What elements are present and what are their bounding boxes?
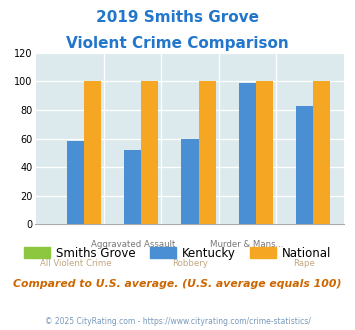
Bar bbox=[296, 106, 313, 224]
Text: © 2025 CityRating.com - https://www.cityrating.com/crime-statistics/: © 2025 CityRating.com - https://www.city… bbox=[45, 317, 310, 326]
Bar bbox=[198, 82, 215, 224]
Legend: Smiths Grove, Kentucky, National: Smiths Grove, Kentucky, National bbox=[20, 242, 335, 264]
Bar bbox=[84, 82, 101, 224]
Bar bbox=[181, 139, 198, 224]
Text: Rape: Rape bbox=[293, 259, 315, 268]
Bar bbox=[239, 83, 256, 224]
Bar bbox=[256, 82, 273, 224]
Text: Murder & Mans...: Murder & Mans... bbox=[211, 240, 284, 249]
Bar bbox=[67, 142, 84, 224]
Text: Compared to U.S. average. (U.S. average equals 100): Compared to U.S. average. (U.S. average … bbox=[13, 279, 342, 289]
Text: Aggravated Assault: Aggravated Assault bbox=[91, 240, 175, 249]
Bar bbox=[141, 82, 158, 224]
Text: All Violent Crime: All Violent Crime bbox=[40, 259, 111, 268]
Bar bbox=[313, 82, 330, 224]
Bar bbox=[124, 150, 141, 224]
Text: 2019 Smiths Grove: 2019 Smiths Grove bbox=[96, 10, 259, 25]
Text: Robbery: Robbery bbox=[172, 259, 208, 268]
Text: Violent Crime Comparison: Violent Crime Comparison bbox=[66, 36, 289, 51]
